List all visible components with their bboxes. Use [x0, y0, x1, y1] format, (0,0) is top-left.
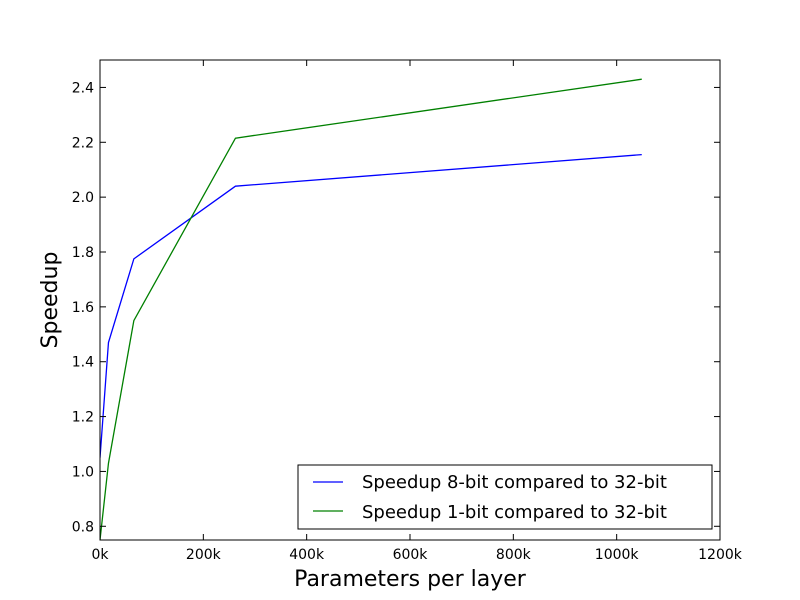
legend: Speedup 8-bit compared to 32-bit Speedup… — [297, 464, 713, 530]
x-tick-label: 800k — [496, 547, 532, 563]
x-tick-label: 400k — [289, 547, 325, 563]
y-tick-label: 1.4 — [72, 355, 94, 371]
x-tick-label: 200k — [186, 547, 222, 563]
legend-label-1bit: Speedup 1-bit compared to 32-bit — [362, 502, 667, 523]
series-line-1bit — [100, 78, 642, 540]
x-axis: 0k 200k 400k 600k 800k 1000k 1200k — [91, 60, 743, 563]
y-tick-label: 1.2 — [72, 410, 94, 426]
x-axis-title: Parameters per layer — [294, 567, 527, 592]
y-tick-label: 1.8 — [72, 245, 94, 261]
series-line-8bit — [100, 153, 642, 458]
x-tick-label: 1000k — [595, 547, 640, 563]
y-axis-title: Speedup — [38, 252, 63, 349]
x-tick-label: 0k — [91, 547, 109, 563]
x-tick-label: 1200k — [698, 547, 743, 563]
x-tick-label: 600k — [393, 547, 429, 563]
y-tick-label: 1.0 — [72, 464, 94, 480]
y-tick-label: 2.0 — [72, 190, 94, 206]
y-tick-label: 0.8 — [72, 519, 94, 535]
y-tick-label: 1.6 — [72, 300, 94, 316]
legend-label-8bit: Speedup 8-bit compared to 32-bit — [362, 472, 667, 493]
y-tick-label: 2.4 — [72, 80, 94, 96]
series-layer — [100, 78, 642, 540]
plot-area — [100, 60, 720, 540]
y-axis: 0.8 1.0 1.2 1.4 1.6 1.8 2.0 2.2 2.4 — [72, 80, 720, 535]
y-tick-label: 2.2 — [72, 135, 94, 151]
legend-box — [297, 464, 713, 530]
